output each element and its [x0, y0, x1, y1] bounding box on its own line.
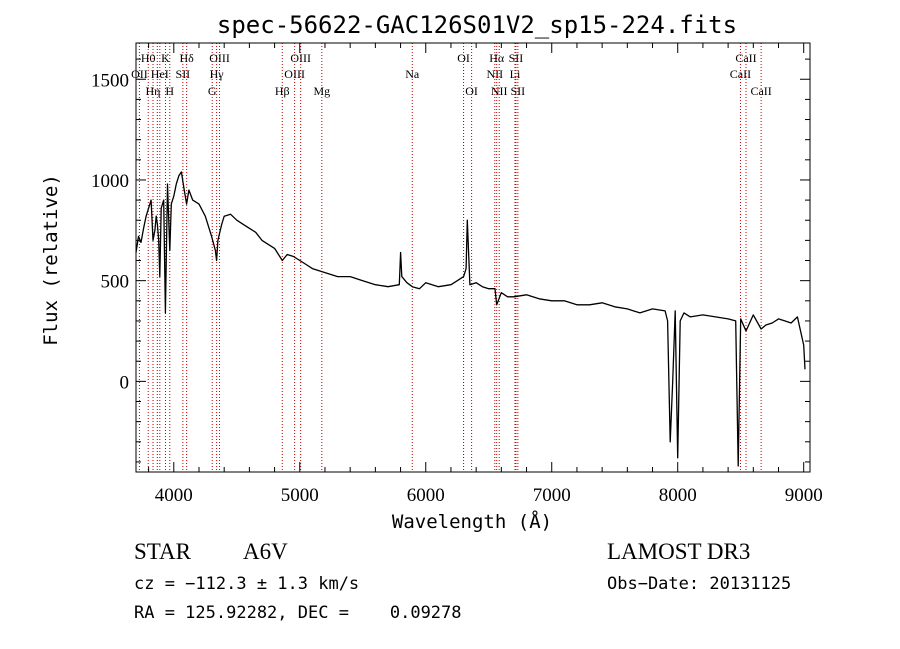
object-subclass: A6V [243, 539, 288, 564]
line-marker-label: OIII [290, 51, 311, 65]
emission-line-markers: OIIH0HηHeIKHSIIHδGHγOIIIHβOIIIOIIIMgNaOI… [131, 43, 772, 472]
redshift-text: cz = −112.3 ± 1.3 km/s [134, 574, 360, 594]
line-marker-label: H0 [141, 51, 156, 65]
line-marker-label: G [208, 84, 217, 98]
survey-name: LAMOST DR3 [607, 539, 751, 564]
object-class: STAR [134, 539, 191, 564]
line-marker-label: NII [491, 84, 508, 98]
chart-title: spec-56622-GAC126S01V2_sp15-224.fits [217, 11, 737, 39]
line-marker-label: HeI [151, 67, 169, 81]
line-marker-label: OIII [209, 51, 230, 65]
line-marker-label: Hδ [179, 51, 194, 65]
line-marker-label: OI [465, 84, 478, 98]
line-marker-label: Na [405, 67, 420, 81]
y-tick-label: 1000 [91, 171, 129, 192]
obs-date-text: Obs−Date: 20131125 [607, 574, 792, 594]
x-tick-label: 9000 [785, 485, 823, 506]
x-tick-label: 5000 [281, 485, 319, 506]
line-marker-label: Hβ [275, 84, 290, 98]
x-tick-label: 4000 [155, 485, 193, 506]
line-marker-label: OII [131, 67, 148, 81]
y-axis: 0 500 1000 1500 [91, 58, 810, 463]
line-marker-label: Li [510, 67, 521, 81]
line-marker-label: H [165, 84, 174, 98]
x-tick-label: 7000 [533, 485, 571, 506]
line-marker-label: CaII [735, 51, 756, 65]
y-axis-label: Flux (relative) [40, 174, 62, 346]
line-marker-label: Hγ [210, 67, 225, 81]
line-marker-label: Hη [146, 84, 161, 98]
spectrum-line [135, 171, 806, 467]
line-marker-label: SII [176, 67, 191, 81]
y-tick-label: 0 [120, 372, 130, 393]
x-axis: 4000 5000 6000 7000 8000 9000 [148, 43, 823, 506]
coordinates-text: RA = 125.92282, DEC = 0.09278 [134, 603, 462, 623]
line-marker-label: OI [457, 51, 470, 65]
x-tick-label: 8000 [659, 485, 697, 506]
y-tick-label: 500 [101, 272, 130, 293]
line-marker-label: OIII [284, 67, 305, 81]
line-marker-label: CaII [730, 67, 751, 81]
x-axis-label: Wavelength (Å) [392, 510, 552, 533]
line-marker-label: Mg [313, 84, 330, 98]
line-marker-label: CaII [750, 84, 771, 98]
spectrum-trace-layer [135, 171, 806, 467]
line-marker-label: Hα [489, 51, 505, 65]
line-marker-label: K [161, 51, 170, 65]
line-marker-label: SII [509, 51, 524, 65]
line-marker-label: SII [511, 84, 526, 98]
plot-frame [135, 42, 811, 473]
y-tick-label: 1500 [91, 70, 129, 91]
x-tick-label: 6000 [407, 485, 445, 506]
line-marker-label: NII [486, 67, 503, 81]
